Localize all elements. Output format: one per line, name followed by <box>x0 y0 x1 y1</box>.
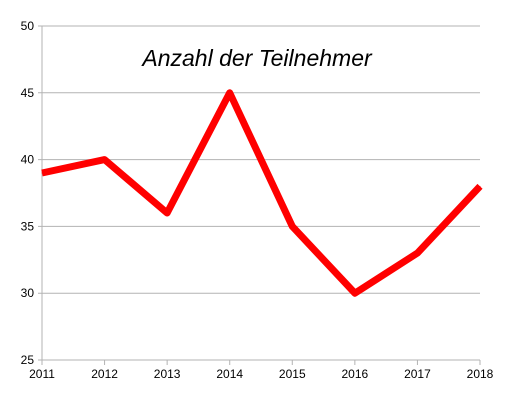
y-tick-label: 25 <box>21 353 35 367</box>
data-point <box>166 212 168 214</box>
data-point <box>41 172 43 174</box>
data-point <box>104 159 106 161</box>
y-tick-label: 35 <box>21 219 35 233</box>
y-tick-label: 40 <box>21 153 35 167</box>
data-point <box>416 252 418 254</box>
y-tick-label: 50 <box>21 19 35 33</box>
x-tick-label: 2014 <box>216 367 243 381</box>
x-tick-label: 2013 <box>154 367 181 381</box>
x-tick-label: 2016 <box>342 367 369 381</box>
x-tick-label: 2018 <box>467 367 494 381</box>
chart-title: Anzahl der Teilnehmer <box>140 45 373 71</box>
axes <box>41 26 480 361</box>
x-axis-ticks: 2011 2012 2013 2014 2015 2016 2017 2018 <box>29 360 494 381</box>
x-tick-label: 2017 <box>404 367 431 381</box>
x-tick-label: 2011 <box>29 367 55 381</box>
y-tick-label: 45 <box>21 86 35 100</box>
series-line <box>41 89 483 297</box>
grid-lines <box>38 25 480 361</box>
series-group <box>41 89 483 297</box>
data-point <box>479 185 481 187</box>
data-point <box>291 225 293 227</box>
x-tick-label: 2015 <box>279 367 306 381</box>
x-tick-label: 2012 <box>91 367 118 381</box>
y-tick-label: 30 <box>21 286 35 300</box>
data-point <box>229 92 231 94</box>
data-point <box>354 292 356 294</box>
y-axis-ticks: 25 30 35 40 45 50 <box>21 19 35 367</box>
